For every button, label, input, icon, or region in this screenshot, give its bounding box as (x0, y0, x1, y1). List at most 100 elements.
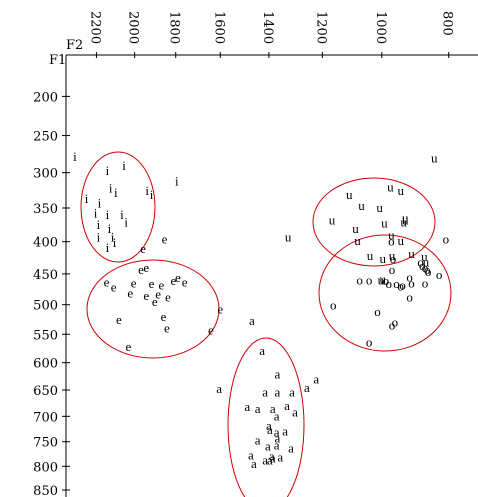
point: u (408, 246, 415, 261)
point: a (289, 384, 295, 399)
ellipse-o (318, 234, 452, 352)
point: o (424, 262, 431, 277)
point: i (114, 185, 118, 200)
point: a (274, 367, 280, 382)
x-tick-label: 1000 (373, 11, 388, 44)
point: e (182, 274, 188, 289)
point: a (282, 424, 288, 439)
point: a (269, 448, 275, 463)
y-tick-label: 400 (33, 236, 58, 251)
point: e (164, 321, 170, 336)
point: a (313, 372, 319, 387)
point: e (159, 277, 165, 292)
point: o (389, 262, 396, 277)
point: e (125, 339, 131, 354)
ellipse-a (227, 337, 305, 497)
point: u (380, 271, 387, 286)
point: e (149, 276, 155, 291)
point: a (274, 438, 280, 453)
point: o (386, 276, 393, 291)
point: o (383, 273, 390, 288)
x-axis-label: F2 (66, 38, 83, 53)
x-tick-label: 1400 (260, 11, 275, 44)
point: a (270, 450, 276, 465)
point: a (304, 380, 310, 395)
point: e (161, 309, 167, 324)
point: i (85, 191, 89, 206)
point: u (431, 150, 438, 165)
y-tick-label: 600 (33, 357, 58, 372)
point: o (406, 290, 413, 305)
point: e (116, 312, 122, 327)
y-tick-label: 300 (33, 167, 58, 182)
y-tick-label: 650 (33, 384, 58, 399)
y-tick-label: 350 (33, 202, 58, 217)
point: e (175, 270, 181, 285)
point: a (274, 384, 280, 399)
point: i (145, 183, 149, 198)
point: u (387, 179, 394, 194)
point: a (248, 447, 254, 462)
point: e (131, 276, 137, 291)
point: u (397, 183, 404, 198)
point: a (277, 449, 283, 464)
point: u (329, 212, 336, 227)
point: o (366, 273, 373, 288)
point: e (111, 279, 117, 294)
point: i (124, 214, 128, 229)
point: e (217, 302, 223, 317)
point: o (397, 279, 404, 294)
point: a (288, 441, 294, 456)
point: o (399, 277, 406, 292)
point: o (417, 254, 424, 269)
point: a (266, 418, 272, 433)
y-tick-label: 450 (33, 268, 58, 283)
point: u (402, 212, 409, 227)
y-tick-label: 700 (33, 410, 58, 425)
ellipse-i (80, 151, 156, 263)
point: a (255, 401, 261, 416)
point: a (274, 431, 280, 446)
point: i (94, 206, 98, 221)
point: a (292, 404, 298, 419)
point: o (390, 251, 397, 266)
point: e (143, 288, 149, 303)
point: i (97, 217, 101, 232)
point: i (106, 163, 110, 178)
y-tick-label: 750 (33, 436, 58, 451)
point: e (155, 287, 161, 302)
point: i (120, 207, 124, 222)
point: i (73, 149, 77, 164)
y-tick-label: 500 (33, 299, 58, 314)
point: a (270, 401, 276, 416)
point: i (106, 207, 110, 222)
point: o (388, 234, 395, 249)
point: a (274, 425, 280, 440)
point: i (106, 240, 110, 255)
point: i (150, 187, 154, 202)
point: e (162, 232, 168, 247)
y-tick-label: 250 (33, 130, 58, 145)
y-tick-label: 550 (33, 328, 58, 343)
point: o (356, 273, 363, 288)
x-tick-label: 800 (440, 11, 455, 36)
point: u (400, 214, 407, 229)
point: u (376, 200, 383, 215)
point: o (419, 258, 426, 273)
point: e (138, 262, 144, 277)
point: o (389, 318, 396, 333)
point: u (397, 233, 404, 248)
point: o (366, 334, 373, 349)
y-tick-label: 850 (33, 484, 58, 497)
point: a (284, 398, 290, 413)
point: a (244, 399, 250, 414)
point: e (143, 260, 149, 275)
point: a (267, 422, 273, 437)
point: i (175, 174, 179, 189)
point: o (443, 232, 450, 247)
point: a (216, 381, 222, 396)
point: i (122, 158, 126, 173)
point: i (113, 235, 117, 250)
point: u (381, 216, 388, 231)
